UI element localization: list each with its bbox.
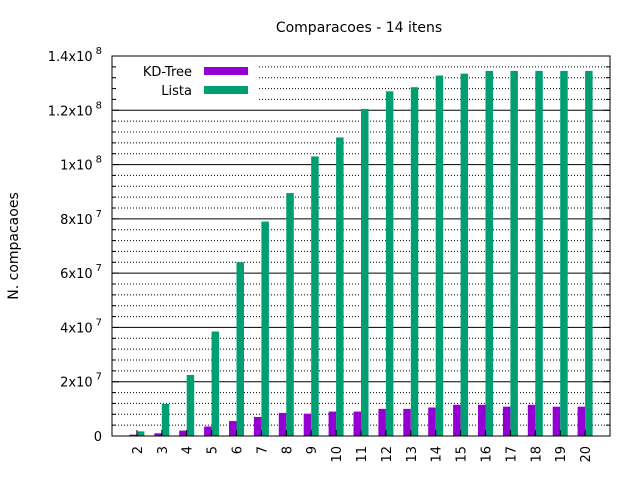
legend-label-kd-tree: KD-Tree <box>143 65 192 80</box>
y-axis-label: N. compacaoes <box>6 192 22 300</box>
x-tick-label: 4 <box>181 446 196 454</box>
bar-kd-tree-3 <box>154 433 162 436</box>
x-tick-labels: 2 3 4 5 6 7 8 9 10 11 12 13 14 15 16 17 18 19 20 <box>131 446 594 463</box>
bar-lista-10 <box>336 137 344 436</box>
bar-kd-tree-2 <box>129 434 137 436</box>
bar-lista-11 <box>361 108 369 436</box>
ticks <box>112 55 610 437</box>
bar-lista-14 <box>435 75 444 437</box>
bar-lista-3 <box>161 403 170 436</box>
bar-kd-tree-20 <box>577 406 586 436</box>
legend-swatch-kd-tree <box>204 67 248 75</box>
bar-kd-tree-8 <box>278 412 287 436</box>
y-tick-label: 1x10 8 <box>60 155 102 174</box>
bar-kd-tree-17 <box>502 406 511 436</box>
legend-swatch-lista <box>204 86 248 94</box>
y-tick-label: 8x10 7 <box>60 209 102 228</box>
bar-kd-tree-18 <box>527 404 536 436</box>
x-tick-label: 6 <box>231 446 246 454</box>
x-tick-label: 5 <box>206 446 221 454</box>
bar-lista-7 <box>261 221 269 436</box>
y-tick-label: 1.2x10 8 <box>48 100 102 119</box>
x-tick-label: 2 <box>131 446 146 454</box>
bar-lista-17 <box>510 70 518 436</box>
x-tick-label: 14 <box>430 446 445 463</box>
y-tick-label: 0 <box>94 430 102 445</box>
bar-lista-20 <box>585 70 593 436</box>
x-tick-label: 20 <box>579 446 594 463</box>
bar-lista-12 <box>385 91 394 437</box>
x-tick-label: 17 <box>504 446 519 463</box>
x-tick-label: 3 <box>156 446 171 454</box>
bar-lista-16 <box>485 70 493 436</box>
bar-kd-tree-10 <box>328 411 337 436</box>
x-tick-label: 10 <box>330 446 345 463</box>
bar-lista-9 <box>311 156 319 436</box>
chart-title: Comparacoes - 14 itens <box>276 20 442 36</box>
bar-kd-tree-19 <box>552 406 561 436</box>
x-tick-label: 19 <box>554 446 569 463</box>
x-tick-label: 12 <box>380 446 395 463</box>
x-tick-label: 7 <box>255 446 270 454</box>
bar-lista-18 <box>535 70 543 436</box>
y-tick-labels: 0 2x10 7 4x10 7 6x10 7 8x10 7 1x10 8 1.2x10 8 1.4x10 8 <box>48 46 102 445</box>
bar-kd-tree-7 <box>253 417 262 436</box>
x-tick-label: 16 <box>480 446 495 463</box>
bar-kd-tree-11 <box>353 411 361 436</box>
bar-kd-tree-15 <box>453 404 461 436</box>
legend-label-lista: Lista <box>161 84 192 99</box>
legend: KD-Tree Lista <box>118 58 258 100</box>
bars <box>129 70 593 437</box>
bar-kd-tree-16 <box>478 404 486 436</box>
bar-kd-tree-6 <box>229 421 237 436</box>
bar-kd-tree-9 <box>303 413 312 436</box>
x-tick-label: 8 <box>280 446 295 454</box>
y-tick-label: 1.4x10 8 <box>48 46 102 65</box>
x-tick-label: 13 <box>405 446 420 463</box>
x-tick-label: 15 <box>455 446 470 463</box>
bar-lista-4 <box>186 374 195 436</box>
bar-lista-6 <box>236 262 244 436</box>
y-tick-label: 6x10 7 <box>60 263 102 282</box>
bar-kd-tree-5 <box>204 426 212 436</box>
bar-kd-tree-12 <box>378 408 386 436</box>
bar-kd-tree-14 <box>428 407 436 436</box>
bar-kd-tree-4 <box>179 430 187 436</box>
x-tick-label: 18 <box>529 446 544 463</box>
bar-lista-8 <box>286 193 294 436</box>
bar-lista-15 <box>460 73 469 437</box>
bar-lista-2 <box>136 431 145 436</box>
bar-lista-19 <box>560 70 568 436</box>
y-tick-label: 4x10 7 <box>60 317 102 336</box>
x-tick-label: 11 <box>355 446 370 463</box>
x-tick-label: 9 <box>305 446 320 454</box>
bar-kd-tree-13 <box>403 408 411 436</box>
bar-lista-5 <box>211 331 220 436</box>
bar-lista-13 <box>410 87 419 436</box>
y-tick-label: 2x10 7 <box>60 372 102 391</box>
